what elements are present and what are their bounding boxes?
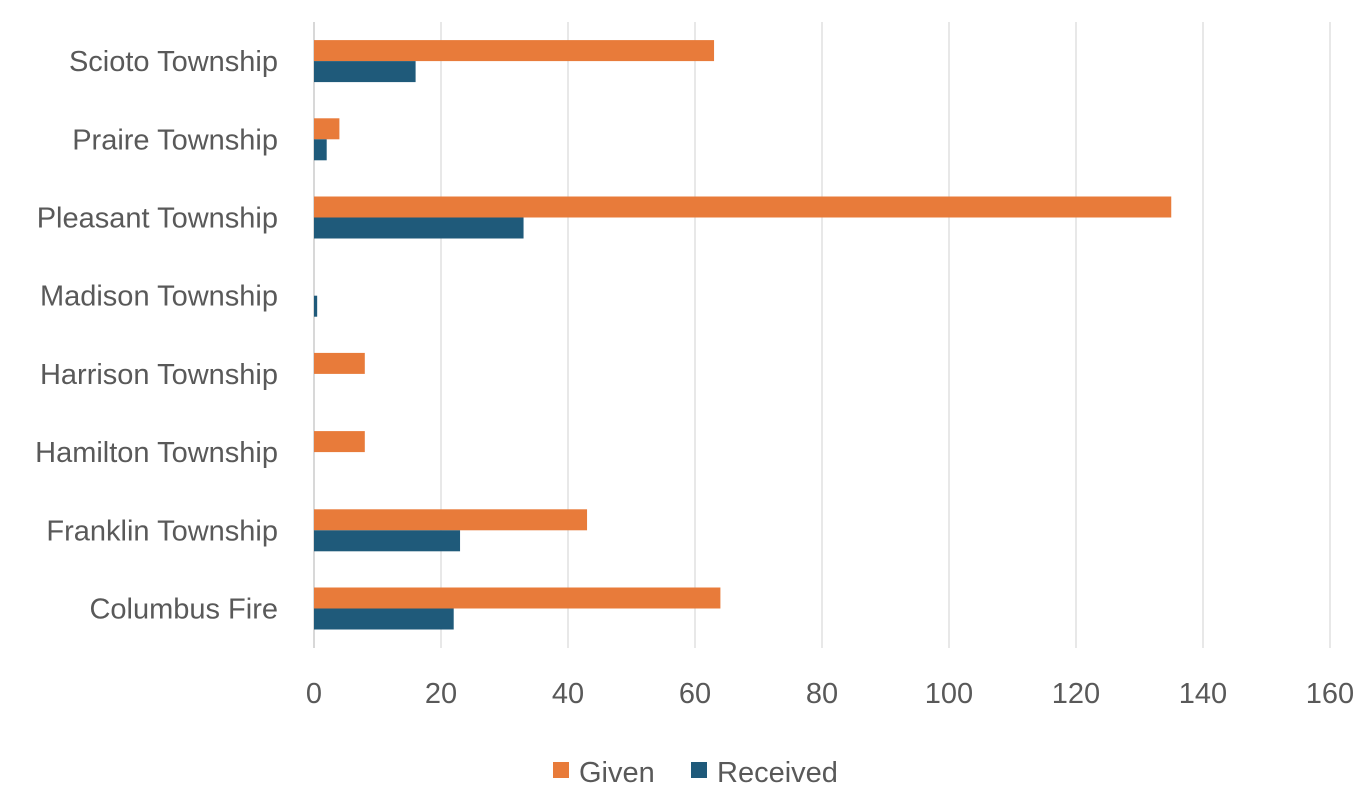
bar-given [314,352,365,374]
bar-received [314,217,524,239]
category-label: Pleasant Township [37,203,278,235]
category-label: Praire Township [72,124,278,156]
category-labels: Scioto Township Praire Township Pleasant T… [35,46,278,625]
legend-label-received: Received [717,757,838,789]
x-tick-label: 100 [925,678,973,710]
bar-received [314,608,454,630]
bar-given [314,196,1172,218]
x-tick-label: 120 [1052,678,1100,710]
bar-received [314,61,416,83]
x-tick-label: 160 [1306,678,1354,710]
legend-swatch-given [553,762,569,778]
bar-given [314,509,588,531]
category-label: Franklin Township [46,515,278,547]
x-tick-label: 80 [806,678,838,710]
category-label: Scioto Township [69,46,278,78]
x-tick-label: 60 [679,678,711,710]
legend-label-given: Given [579,757,655,789]
bar-received [314,530,461,552]
x-tick-label: 140 [1179,678,1227,710]
category-label: Hamilton Township [35,437,278,469]
bar-received [314,139,327,161]
category-label: Madison Township [40,281,278,313]
category-label: Columbus Fire [89,594,278,626]
bar-received [314,295,318,317]
x-axis-ticks: 0 20 40 60 80 100 120 140 160 [306,678,1354,710]
x-tick-label: 20 [425,678,457,710]
category-label: Harrison Township [40,359,278,391]
legend: Given Received [553,757,838,789]
bar-given [314,118,340,140]
legend-swatch-received [691,762,707,778]
x-tick-label: 40 [552,678,584,710]
bar-given [314,40,715,62]
bar-given [314,431,365,453]
bar-given [314,587,721,609]
gridlines [313,22,1331,648]
x-tick-label: 0 [306,678,322,710]
bars [314,40,1172,630]
